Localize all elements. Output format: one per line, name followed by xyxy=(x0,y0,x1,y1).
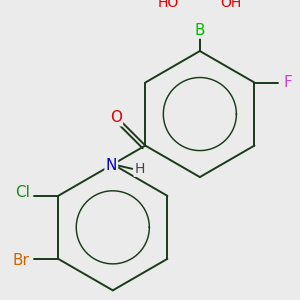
Text: OH: OH xyxy=(221,0,242,10)
Text: N: N xyxy=(106,158,117,173)
Text: H: H xyxy=(135,162,145,176)
Text: HO: HO xyxy=(158,0,179,10)
Text: Cl: Cl xyxy=(15,185,30,200)
Text: Br: Br xyxy=(12,253,29,268)
Text: F: F xyxy=(283,75,292,90)
Text: B: B xyxy=(195,22,205,38)
Text: O: O xyxy=(110,110,122,125)
